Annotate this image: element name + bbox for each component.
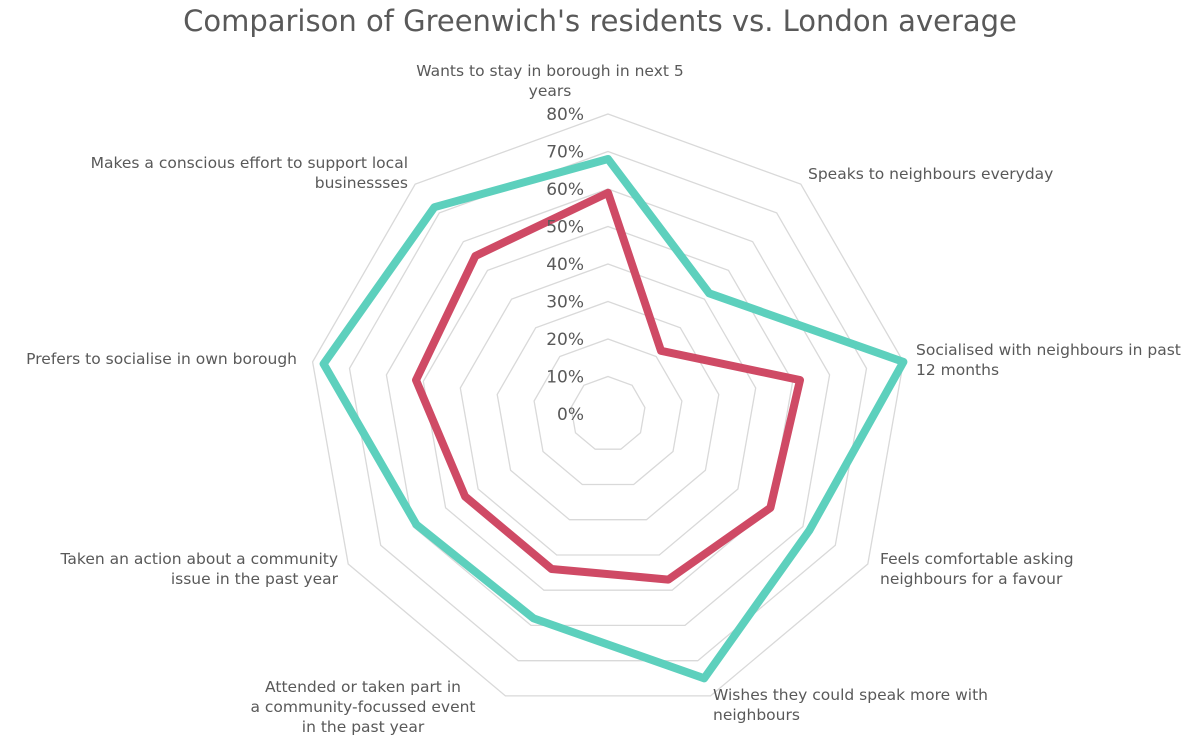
axis-label: Taken an action about a community issue i…: [60, 550, 339, 588]
axis-label: Speaks to neighbours everyday: [808, 165, 1053, 183]
grid-ring: [496, 300, 720, 521]
axis-label: Attended or taken part in a community-foc…: [250, 678, 475, 736]
grid-ring: [533, 338, 683, 486]
tick-label: 60%: [546, 180, 584, 200]
axis-label: Wishes they could speak more with neighbo…: [713, 686, 988, 724]
grid-ring: [422, 225, 794, 591]
series-line-2: [412, 188, 804, 584]
chart-title: Comparison of Greenwich's residents vs. …: [183, 4, 1017, 38]
tick-label: 30%: [546, 293, 584, 313]
grid-ring: [348, 150, 868, 662]
axis-label: Makes a conscious effort to support loca…: [91, 154, 408, 192]
tick-label: 70%: [546, 143, 584, 163]
grid-ring: [311, 113, 905, 697]
grid-ring: [385, 188, 831, 627]
tick-label: 80%: [546, 105, 584, 125]
axis-label: Feels comfortable asking neighbours for a…: [880, 550, 1074, 588]
tick-labels: 0% 10% 20% 30% 40% 50% 60% 70% 80%: [546, 105, 584, 425]
axis-label: Socialised with neighbours in past 12 mon…: [916, 341, 1181, 379]
tick-label: 50%: [546, 218, 584, 238]
tick-label: 10%: [546, 368, 584, 388]
axis-label: Wants to stay in borough in next 5 years: [416, 62, 683, 100]
series-layer: [319, 155, 908, 683]
axis-label: Prefers to socialise in own borough: [26, 350, 297, 368]
grid-ring: [570, 375, 646, 450]
series-line-1: [319, 155, 908, 683]
tick-label: 0%: [557, 405, 584, 425]
tick-label: 40%: [546, 255, 584, 275]
axis-labels: Wants to stay in borough in next 5 years S…: [26, 62, 1181, 736]
grid-ring: [459, 263, 757, 556]
tick-label: 20%: [546, 330, 584, 350]
